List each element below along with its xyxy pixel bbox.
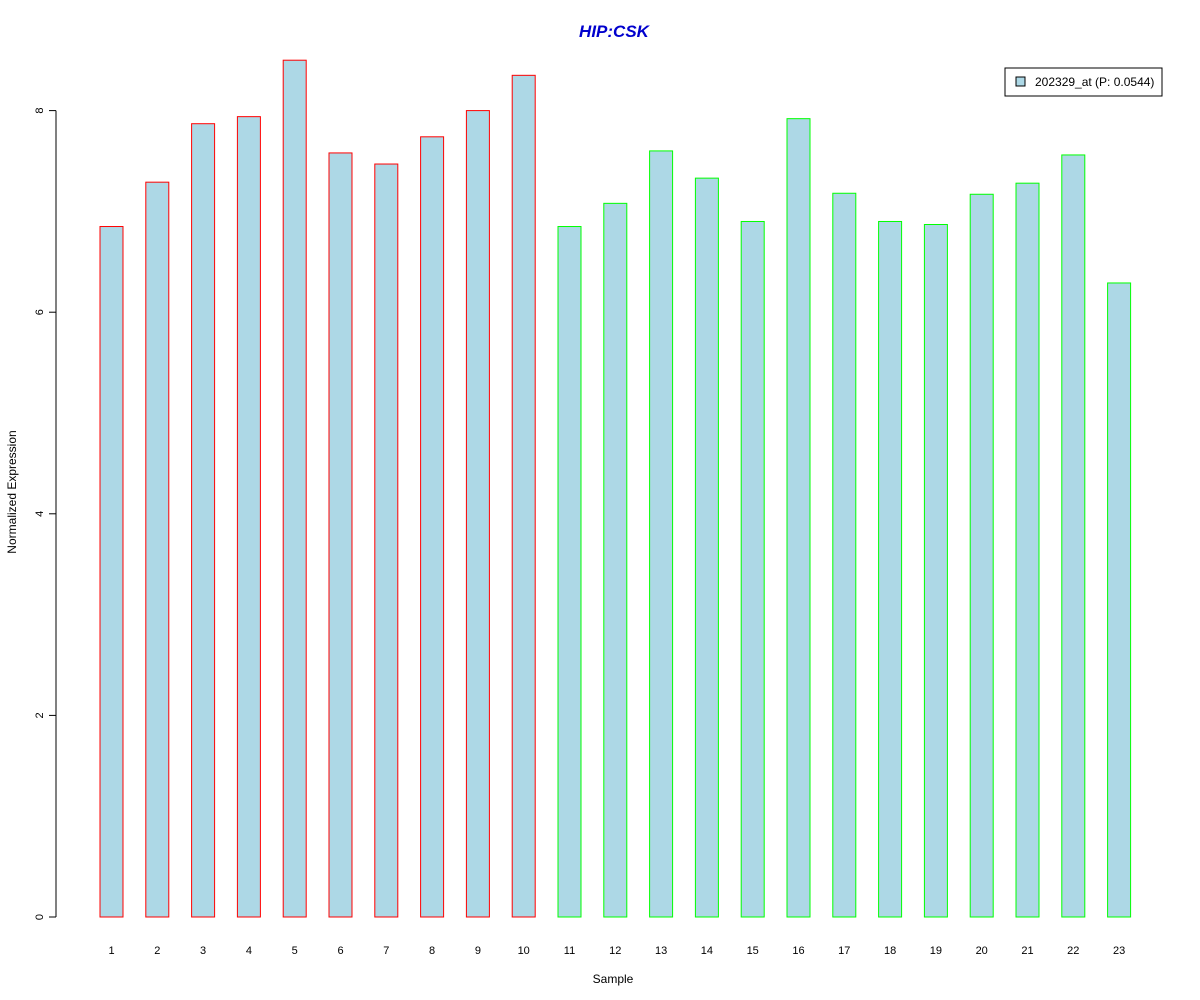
x-tick-label: 8 <box>429 945 435 957</box>
y-tick-label: 4 <box>34 511 46 517</box>
y-tick-label: 6 <box>34 309 46 315</box>
bar-sample-12 <box>603 202 628 918</box>
bar-sample-8 <box>420 136 445 918</box>
bar-sample-13 <box>649 150 674 918</box>
x-tick-label: 7 <box>383 945 389 957</box>
bar-sample-11 <box>557 226 582 918</box>
legend-entry: 202329_at (P: 0.0544) <box>1035 75 1154 89</box>
y-tick-label: 2 <box>34 712 46 718</box>
bar-sample-23 <box>1107 282 1132 918</box>
bar-sample-10 <box>511 74 536 918</box>
x-tick-label: 12 <box>609 945 621 957</box>
x-tick-label: 4 <box>246 945 252 957</box>
x-tick-label: 9 <box>475 945 481 957</box>
bar-sample-17 <box>832 192 857 918</box>
bar-sample-18 <box>878 220 903 918</box>
x-tick-label: 17 <box>838 945 850 957</box>
y-tick-label: 0 <box>34 914 46 920</box>
x-tick-label: 16 <box>792 945 804 957</box>
bar-sample-15 <box>740 220 765 918</box>
bar-sample-20 <box>969 193 994 918</box>
x-tick-label: 3 <box>200 945 206 957</box>
x-tick-label: 2 <box>154 945 160 957</box>
bar-sample-21 <box>1015 182 1040 918</box>
bar-sample-14 <box>694 177 719 918</box>
x-tick-label: 21 <box>1021 945 1033 957</box>
x-tick-label: 18 <box>884 945 896 957</box>
bar-sample-2 <box>145 181 170 918</box>
x-axis-label: Sample <box>593 972 634 986</box>
bar-sample-22 <box>1061 154 1086 918</box>
x-tick-label: 19 <box>930 945 942 957</box>
bar-sample-4 <box>236 116 261 918</box>
legend: 202329_at (P: 0.0544) <box>1004 67 1163 97</box>
x-tick-label: 22 <box>1067 945 1079 957</box>
y-axis-label: Normalized Expression <box>5 430 19 553</box>
x-tick-label: 15 <box>747 945 759 957</box>
bar-sample-6 <box>328 152 353 918</box>
bar-sample-7 <box>374 163 399 918</box>
bar-sample-5 <box>282 59 307 918</box>
x-tick-label: 5 <box>292 945 298 957</box>
legend-swatch <box>1015 76 1026 87</box>
x-tick-label: 13 <box>655 945 667 957</box>
bar-sample-16 <box>786 118 811 918</box>
x-tick-labels: 1 2 3 4 5 6 7 8 9 10 11 12 13 14 15 16 17 18 19 20 21 22 23 <box>108 945 1125 957</box>
x-tick-label: 20 <box>976 945 988 957</box>
bars-group <box>99 59 1132 918</box>
x-tick-label: 6 <box>337 945 343 957</box>
y-tick-label: 8 <box>34 108 46 114</box>
x-tick-label: 23 <box>1113 945 1125 957</box>
x-tick-label: 14 <box>701 945 713 957</box>
x-tick-label: 10 <box>518 945 530 957</box>
bar-sample-3 <box>191 123 216 918</box>
bar-sample-9 <box>465 110 490 918</box>
x-tick-label: 1 <box>108 945 114 957</box>
legend-box <box>1004 67 1163 97</box>
bar-sample-19 <box>923 224 948 918</box>
x-tick-label: 11 <box>564 945 575 957</box>
chart-title: HIP:CSK <box>579 22 651 41</box>
bar-sample-1 <box>99 226 124 918</box>
y-axis: 0 2 4 6 8 <box>34 108 57 920</box>
